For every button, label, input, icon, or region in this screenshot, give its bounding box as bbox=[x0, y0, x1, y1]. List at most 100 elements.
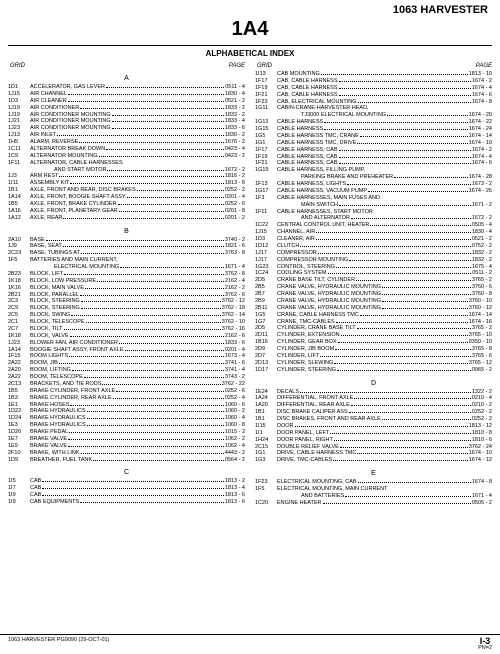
index-row: 1B1DISC BRAKES, FRONT AND REAR AXLE0252 … bbox=[255, 416, 492, 423]
leader-dots bbox=[42, 495, 224, 496]
grid-ref: 1G1 bbox=[255, 140, 277, 147]
page-ref: 1674 - 14 bbox=[469, 133, 492, 140]
grid-ref: 2C23 bbox=[8, 250, 30, 257]
grid-ref: 2C15 bbox=[255, 444, 277, 451]
index-row: 1F17CABLE HARNESS, CAB1674 - 2 bbox=[255, 147, 492, 154]
entry-desc: ALTERNATOR MOUNTING bbox=[30, 153, 98, 160]
index-row: 1G23CONTROL, STEERING1675 - 4 bbox=[255, 264, 492, 271]
page-ref: 3741 - 6 bbox=[225, 360, 245, 367]
leader-dots bbox=[68, 94, 224, 95]
index-row: 2C7BLOCK, TILT3762 - 16 bbox=[8, 326, 245, 333]
grid-ref: 1F21 bbox=[255, 92, 277, 99]
index-row: 1J17COMPRESSOR1832 - 2 bbox=[255, 250, 492, 257]
leader-dots bbox=[354, 398, 471, 399]
grid-ref: 1G7 bbox=[255, 319, 277, 326]
grid-ref: 1D3 bbox=[8, 98, 30, 105]
index-title: ALPHABETICAL INDEX bbox=[0, 49, 500, 58]
entry-desc: DECALS bbox=[277, 389, 299, 396]
entry-desc: COOLING SYSTEM bbox=[277, 270, 327, 277]
entry-desc: CLEANER, AIR bbox=[277, 236, 315, 243]
index-row: PARKING BRAKE AND PREHEATER1674 - 28 bbox=[255, 174, 492, 181]
grid-ref: 1G5 bbox=[255, 312, 277, 319]
grid-ref: 2B23 bbox=[8, 271, 30, 278]
grid-ref: 1D1 bbox=[8, 84, 30, 91]
page-ref: 0511 - 4 bbox=[225, 84, 245, 91]
leader-dots bbox=[394, 177, 468, 178]
grid-ref: 1F15 bbox=[8, 353, 30, 360]
grid-ref: 1B5 bbox=[8, 201, 30, 208]
index-row: 2B9CRANE VALVE, HYDRAULIC MOUNTING3760 -… bbox=[255, 298, 492, 305]
page-ref: 3740 - 2 bbox=[225, 237, 245, 244]
page-ref: 1830 - 4 bbox=[472, 229, 492, 236]
grid-ref: 1A16 bbox=[8, 208, 30, 215]
grid-ref: 1F19 bbox=[255, 85, 277, 92]
grid-ref: 1I13 bbox=[255, 71, 277, 78]
leader-dots bbox=[63, 218, 223, 219]
grid-ref: 1C20 bbox=[255, 500, 277, 507]
leader-dots bbox=[119, 343, 224, 344]
grid-ref: 2B7 bbox=[255, 291, 277, 298]
grid-ref: 1F23 bbox=[255, 99, 277, 106]
grid-ref: 1F3 bbox=[255, 195, 277, 202]
index-row: 1F23CAB, ELECTRICAL MOUNTING1674 - 8 bbox=[255, 99, 492, 106]
index-row: 1K18BLOCK, LOW PRESSURE2162 - 4 bbox=[8, 278, 245, 285]
grid-ref: 1D9 bbox=[8, 457, 30, 464]
index-row: 1J15AIR CHANNEL1830 - 4 bbox=[8, 91, 245, 98]
leader-dots bbox=[321, 74, 468, 75]
index-row: 1A20DIFFERENTIAL, REAR AXLE0210 - 2 bbox=[255, 402, 492, 409]
entry-desc: DISC BRAKES, FRONT AND REAR AXLE bbox=[277, 416, 381, 423]
page-ref: 3763 - 8 bbox=[225, 250, 245, 257]
grid-ref: 1I11 bbox=[8, 180, 30, 187]
leader-dots bbox=[64, 329, 221, 330]
entry-desc: CABIN-CRANE-HARVESTER HEAD, bbox=[277, 105, 369, 112]
page-ref: 1673 - 2 bbox=[472, 181, 492, 188]
footer-left: 1063 HARVESTER PG9090 (29-OCT-01) bbox=[8, 637, 109, 643]
leader-dots bbox=[70, 405, 223, 406]
entry-desc: CONTROL, STEERING bbox=[277, 264, 335, 271]
leader-dots bbox=[339, 205, 471, 206]
entry-desc: CYLINDER, GEAR BOX bbox=[277, 339, 337, 346]
leader-dots bbox=[42, 481, 224, 482]
entry-desc: BRAKE VALVE bbox=[30, 443, 67, 450]
entry-desc: CRANE, CABLE HARNESS TMC bbox=[277, 312, 359, 319]
page-ref: 1015 - 2 bbox=[225, 429, 245, 436]
entry-desc: BRAKE PEDAL bbox=[30, 429, 68, 436]
index-row: 1E1BRAKE HOSES1060 - 6 bbox=[8, 402, 245, 409]
leader-dots bbox=[335, 349, 471, 350]
entry-desc: CYLINDER, STEERING bbox=[277, 367, 336, 374]
leader-dots bbox=[80, 295, 224, 296]
leader-dots bbox=[360, 136, 468, 137]
grid-ref: 1D3 bbox=[255, 236, 277, 243]
leader-dots bbox=[349, 412, 471, 413]
index-row: 1I11ASSEMBLY KIT1813 - 8 bbox=[8, 180, 245, 187]
page-ref: 3762 - 16 bbox=[222, 326, 245, 333]
letter-heading: B bbox=[8, 228, 245, 235]
page-ref: 1671 - 2 bbox=[472, 202, 492, 209]
index-row: 1E3BRAKE HYDRAULICS1060 - 8 bbox=[8, 422, 245, 429]
leader-dots bbox=[97, 281, 224, 282]
page-ref: 0965 - 2 bbox=[472, 367, 492, 374]
letter-heading: D bbox=[255, 380, 492, 387]
page-ref: 1813 - 12 bbox=[469, 423, 492, 430]
page-ref: 4443 - 2 bbox=[225, 450, 245, 457]
leader-dots bbox=[81, 308, 221, 309]
page-ref: 1830 - 2 bbox=[225, 132, 245, 139]
leader-dots bbox=[68, 439, 224, 440]
index-row: 1I7CAB1813 - 4 bbox=[8, 485, 245, 492]
grid-ref: 1I9 bbox=[8, 492, 30, 499]
grid-ref: 1H24 bbox=[255, 437, 277, 444]
index-row: 2D7CYLINDER, LIFT3765 - 6 bbox=[255, 353, 492, 360]
index-row: 2B7CRANE VALVE, HYDRAULIC MOUNTING3760 -… bbox=[255, 291, 492, 298]
page-ref: 1060 - 4 bbox=[225, 415, 245, 422]
index-row: 1F19CAB, CABLE HARNESS1674 - 4 bbox=[255, 85, 492, 92]
leader-dots bbox=[119, 211, 224, 212]
grid-ref: 2D9 bbox=[255, 346, 277, 353]
entry-desc: CABLE HARNESS bbox=[277, 126, 323, 133]
leader-dots bbox=[127, 197, 223, 198]
entry-desc: CAB bbox=[30, 492, 41, 499]
grid-ref: 1I7 bbox=[8, 485, 30, 492]
leader-dots bbox=[328, 273, 472, 274]
grid-ref: 2A20 bbox=[8, 367, 30, 374]
index-row: 1F13CABLE HARNESS, LIGHTS1673 - 2 bbox=[255, 181, 492, 188]
entry-desc: BOOM, JIB bbox=[30, 360, 58, 367]
